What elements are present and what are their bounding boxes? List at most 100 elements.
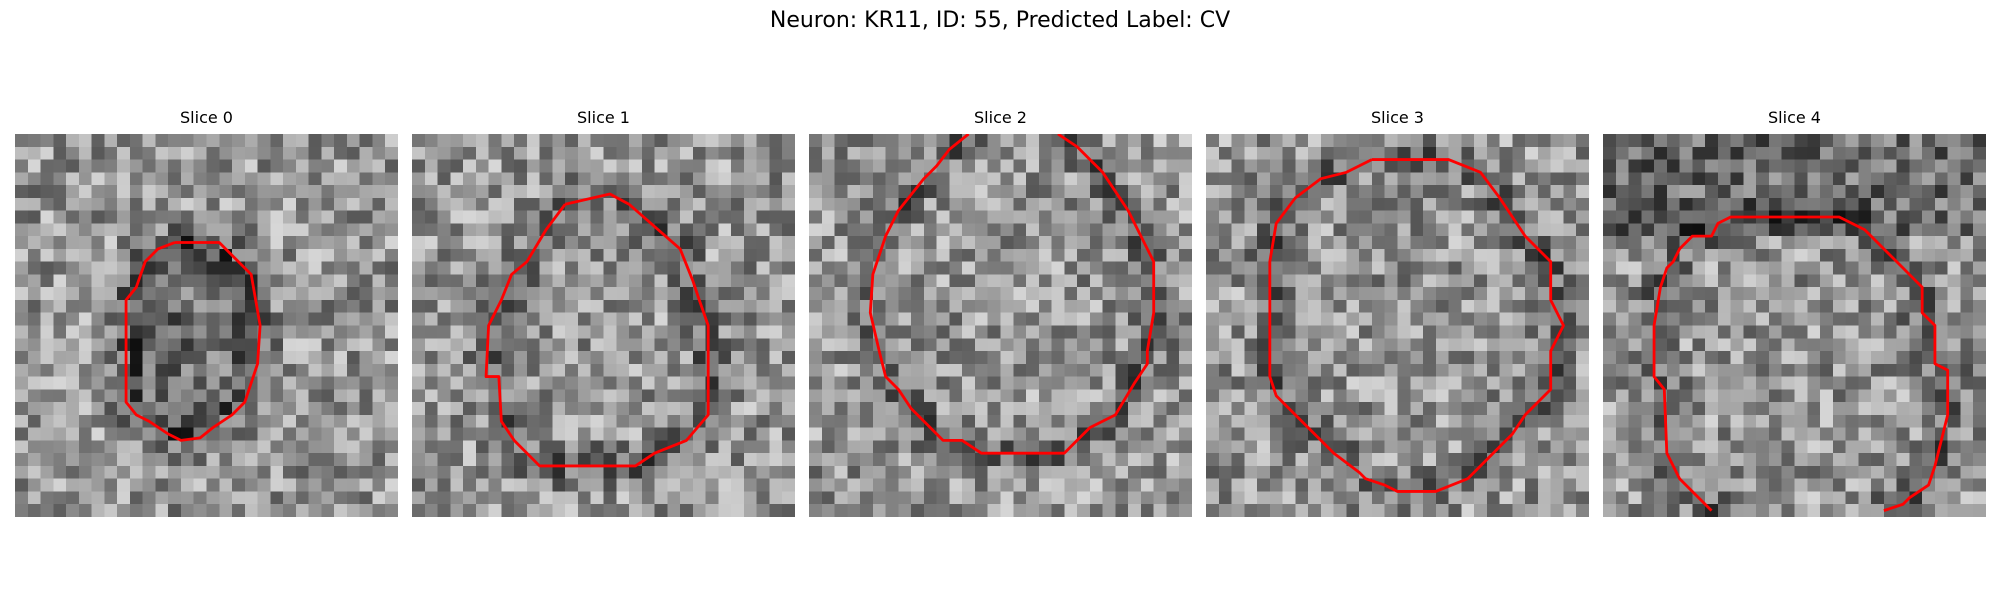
- pixel: [308, 427, 322, 441]
- pixel: [168, 287, 182, 301]
- pixel: [346, 427, 360, 441]
- pixel: [1615, 338, 1629, 352]
- pixel: [1231, 338, 1245, 352]
- pixel: [1282, 146, 1296, 160]
- pixel: [1947, 274, 1961, 288]
- pixel: [731, 465, 745, 479]
- pixel: [501, 363, 515, 377]
- pixel: [526, 223, 540, 237]
- pixel: [1038, 351, 1052, 365]
- pixel: [718, 248, 732, 262]
- pixel: [257, 478, 271, 492]
- pixel: [206, 274, 220, 288]
- pixel: [885, 197, 899, 211]
- pixel: [629, 236, 643, 250]
- pixel: [372, 210, 386, 224]
- pixel: [1512, 338, 1526, 352]
- pixel: [860, 465, 874, 479]
- pixel: [1206, 491, 1220, 505]
- pixel: [1448, 223, 1462, 237]
- pixel: [15, 172, 29, 186]
- pixel: [1244, 491, 1258, 505]
- pixel: [412, 248, 426, 262]
- pixel: [526, 402, 540, 416]
- pixel: [193, 197, 207, 211]
- pixel: [782, 414, 795, 428]
- pixel: [1730, 325, 1744, 339]
- pixel: [1140, 427, 1154, 441]
- pixel: [346, 248, 360, 262]
- pixel: [295, 465, 309, 479]
- pixel: [731, 325, 745, 339]
- pixel: [53, 478, 67, 492]
- pixel: [412, 363, 426, 377]
- pixel: [1051, 465, 1065, 479]
- pixel: [117, 351, 131, 365]
- pixel: [412, 134, 426, 148]
- pixel: [1486, 299, 1500, 313]
- pixel: [270, 197, 284, 211]
- pixel: [1371, 440, 1385, 454]
- pixel: [1435, 491, 1449, 505]
- pixel: [847, 440, 861, 454]
- pixel: [40, 389, 54, 403]
- pixel: [129, 236, 143, 250]
- pixel: [1410, 197, 1424, 211]
- pixel: [488, 363, 502, 377]
- pixel: [1282, 299, 1296, 313]
- pixel: [1064, 210, 1078, 224]
- pixel: [987, 287, 1001, 301]
- pixel: [1435, 146, 1449, 160]
- pixel: [1244, 274, 1258, 288]
- pixel: [424, 274, 438, 288]
- pixel: [1807, 427, 1821, 441]
- pixel: [1820, 376, 1834, 390]
- pixel: [1359, 376, 1373, 390]
- pixel: [501, 453, 515, 467]
- pixel: [629, 248, 643, 262]
- pixel: [1603, 440, 1617, 454]
- pixel: [117, 159, 131, 173]
- pixel: [359, 172, 373, 186]
- pixel: [1218, 491, 1232, 505]
- pixel: [1064, 376, 1078, 390]
- pixel: [1410, 134, 1424, 148]
- pixel: [1384, 223, 1398, 237]
- pixel: [244, 440, 258, 454]
- pixel: [1064, 351, 1078, 365]
- pixel: [91, 414, 105, 428]
- pixel: [1244, 172, 1258, 186]
- pixel: [692, 223, 706, 237]
- pixel: [1026, 223, 1040, 237]
- pixel: [1244, 338, 1258, 352]
- pixel: [667, 478, 681, 492]
- pixel: [232, 351, 246, 365]
- pixel: [1423, 351, 1437, 365]
- pixel: [1435, 210, 1449, 224]
- pixel: [1308, 465, 1322, 479]
- pixel: [911, 134, 925, 148]
- pixel: [1397, 338, 1411, 352]
- pixel: [1410, 274, 1424, 288]
- pixel: [1717, 504, 1731, 517]
- pixel: [78, 236, 92, 250]
- pixel: [821, 134, 835, 148]
- pixel: [372, 376, 386, 390]
- pixel: [577, 312, 591, 326]
- pixel: [1922, 427, 1936, 441]
- pixel: [1973, 274, 1986, 288]
- slice-image: [412, 134, 795, 517]
- pixel: [911, 248, 925, 262]
- pixel: [923, 287, 937, 301]
- pixel: [539, 491, 553, 505]
- pixel: [641, 185, 655, 199]
- pixel: [1845, 453, 1859, 467]
- pixel: [1679, 299, 1693, 313]
- pixel: [1320, 146, 1334, 160]
- pixel: [1102, 478, 1116, 492]
- pixel: [1705, 440, 1719, 454]
- pixel: [321, 261, 335, 275]
- pixel: [1461, 504, 1475, 517]
- pixel: [501, 312, 515, 326]
- pixel: [885, 402, 899, 416]
